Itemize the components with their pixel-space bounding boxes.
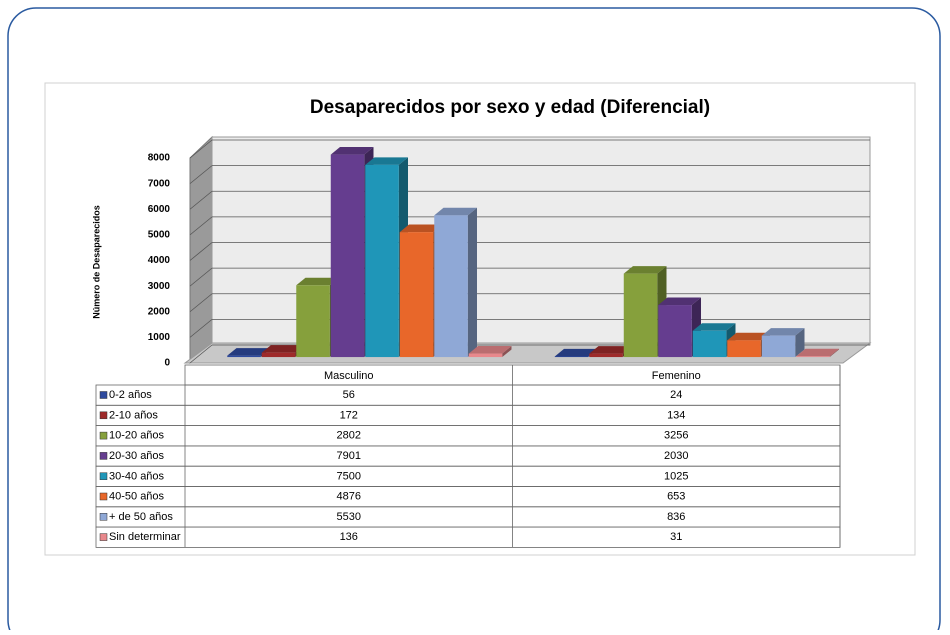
legend-swatch [99,411,108,420]
y-axis-label: Número de Desaparecidos [91,205,101,319]
bar [296,285,330,358]
y-tick-label: 8000 [148,153,171,164]
bar-side [795,328,805,358]
bar [692,330,727,358]
legend-label: 0-2 años [109,389,152,401]
bar [727,340,761,358]
legend-label: Sin determinar [109,531,181,543]
bar-top [468,346,512,354]
table-value: 653 [667,491,685,503]
legend-label: 10-20 años [109,430,165,442]
bar [261,352,296,358]
legend-swatch [99,472,108,480]
table-value: 1025 [664,470,688,482]
y-tick-label: 2000 [148,306,171,317]
legend-swatch [99,492,108,501]
x-tick-label: Femenino [652,370,701,382]
table-value: 7500 [337,470,361,482]
table-value: 2030 [664,450,688,462]
bar-top [796,348,839,357]
bar-side [829,348,839,358]
bar-top [761,328,805,336]
legend-label: 40-50 años [109,491,165,503]
bar-side [502,346,512,358]
bar [365,164,399,358]
table-value: 56 [343,389,355,401]
legend-label: 30-40 años [109,470,165,482]
table-value: 172 [340,409,358,421]
table-value: 4876 [337,491,361,503]
bar [227,355,261,358]
bar-top [434,207,477,216]
y-tick-label: 5000 [148,230,171,241]
y-tick-label: 4000 [148,255,171,266]
legend-label: 2-10 años [109,409,158,421]
x-tick-label: Masculino [324,370,374,382]
grid-line [189,165,213,184]
legend-swatch [99,452,108,460]
grid-line [189,319,213,338]
bar-side [467,207,477,358]
legend-label: 20-30 años [109,450,165,462]
bar-top [261,345,305,353]
bar [761,335,796,358]
table-value: 134 [667,409,685,421]
bar-top [330,147,374,155]
bar-top [296,277,339,286]
table-value: 2802 [337,430,361,442]
legend-swatch [99,431,108,440]
bar-top [692,323,736,331]
bar [796,356,830,358]
bar [589,353,623,358]
grid-line [189,139,213,159]
left-wall [189,135,213,365]
y-tick-label: 7000 [148,178,171,189]
bar-top [727,332,770,341]
table-row [95,526,841,548]
bar [330,154,365,358]
table-value: 3256 [664,430,688,442]
y-tick-label: 6000 [148,204,171,215]
legend-swatch [99,391,108,399]
y-tick-label: 3000 [148,281,171,292]
table-value: 24 [670,389,682,401]
bar-top [365,157,408,165]
grid-line [189,242,213,261]
table-value: 136 [340,531,358,543]
grid-line [189,190,213,210]
grid-line [189,293,213,313]
bar [468,353,503,358]
bar [658,305,692,358]
y-tick-label: 1000 [148,332,171,343]
grid-line [189,344,213,364]
bar-top [227,348,270,356]
legend-swatch [99,533,108,541]
bar [434,215,468,358]
chart-title: Desaparecidos por sexo y edad (Diferenci… [310,97,710,118]
y-tick-label: 0 [164,358,170,369]
table-value: 7901 [337,450,361,462]
bar [623,273,658,358]
grid-line [189,267,213,287]
legend-label: + de 50 años [109,511,173,523]
grid-line [189,216,213,236]
bar-top [589,346,632,354]
legend-swatch [99,513,108,521]
bar-top [554,348,598,357]
bar [554,356,589,358]
table-value: 836 [667,511,685,523]
bar-top [399,224,443,233]
bar-top [623,266,667,274]
table-value: 31 [670,531,682,543]
bar [399,232,434,358]
bar-top [658,297,701,306]
table-value: 5530 [337,511,361,523]
